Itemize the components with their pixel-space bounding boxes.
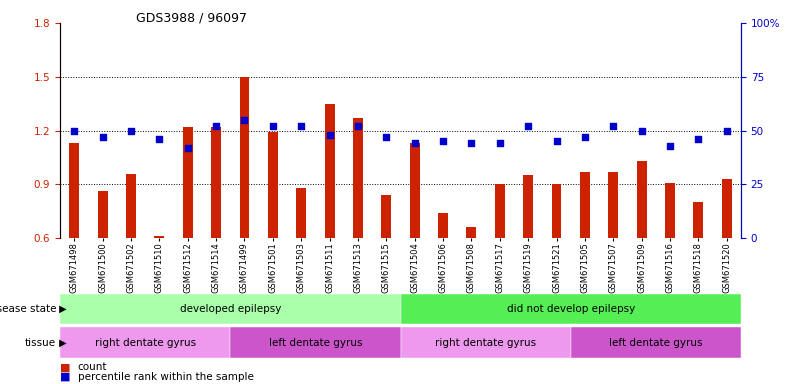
Bar bbox=[552, 184, 562, 238]
Point bbox=[607, 123, 620, 129]
Text: developed epilepsy: developed epilepsy bbox=[179, 304, 281, 314]
Point bbox=[238, 117, 251, 123]
Text: ▶: ▶ bbox=[56, 338, 66, 348]
Bar bbox=[438, 213, 448, 238]
Point bbox=[521, 123, 534, 129]
Point bbox=[295, 123, 308, 129]
Text: ▶: ▶ bbox=[56, 304, 66, 314]
Text: count: count bbox=[78, 362, 107, 372]
Text: percentile rank within the sample: percentile rank within the sample bbox=[78, 372, 254, 382]
Point bbox=[720, 127, 733, 134]
Text: ■: ■ bbox=[60, 362, 70, 372]
Point bbox=[153, 136, 166, 142]
Point bbox=[352, 123, 364, 129]
Bar bbox=[183, 127, 193, 238]
Point bbox=[437, 138, 449, 144]
Text: right dentate gyrus: right dentate gyrus bbox=[95, 338, 195, 348]
Bar bbox=[410, 143, 420, 238]
Text: GDS3988 / 96097: GDS3988 / 96097 bbox=[136, 12, 248, 25]
Bar bbox=[608, 172, 618, 238]
Point bbox=[181, 145, 194, 151]
Text: did not develop epilepsy: did not develop epilepsy bbox=[506, 304, 635, 314]
Point bbox=[493, 141, 506, 147]
Bar bbox=[495, 184, 505, 238]
Point bbox=[380, 134, 392, 140]
Point bbox=[125, 127, 138, 134]
Bar bbox=[324, 104, 335, 238]
Point bbox=[550, 138, 563, 144]
Point bbox=[635, 127, 648, 134]
Bar bbox=[580, 172, 590, 238]
Bar bbox=[239, 77, 249, 238]
Bar bbox=[694, 202, 703, 238]
Point bbox=[578, 134, 591, 140]
Bar bbox=[268, 132, 278, 238]
Point bbox=[323, 132, 336, 138]
Bar bbox=[126, 174, 136, 238]
Bar bbox=[466, 227, 477, 238]
Bar bbox=[722, 179, 731, 238]
Bar bbox=[665, 182, 675, 238]
Text: disease state: disease state bbox=[0, 304, 56, 314]
Bar bbox=[155, 236, 164, 238]
Text: right dentate gyrus: right dentate gyrus bbox=[435, 338, 536, 348]
Point bbox=[267, 123, 280, 129]
Text: tissue: tissue bbox=[25, 338, 56, 348]
Point bbox=[68, 127, 81, 134]
Bar bbox=[353, 118, 363, 238]
Text: left dentate gyrus: left dentate gyrus bbox=[268, 338, 362, 348]
Point bbox=[465, 141, 478, 147]
Bar bbox=[70, 143, 79, 238]
Bar bbox=[381, 195, 391, 238]
Point bbox=[210, 123, 223, 129]
Point bbox=[409, 141, 421, 147]
Bar bbox=[211, 127, 221, 238]
Point bbox=[692, 136, 705, 142]
Point bbox=[663, 142, 676, 149]
Bar bbox=[637, 161, 646, 238]
Bar bbox=[98, 192, 107, 238]
Bar bbox=[523, 175, 533, 238]
Bar bbox=[296, 188, 306, 238]
Text: left dentate gyrus: left dentate gyrus bbox=[609, 338, 702, 348]
Point bbox=[96, 134, 109, 140]
Text: ■: ■ bbox=[60, 372, 70, 382]
